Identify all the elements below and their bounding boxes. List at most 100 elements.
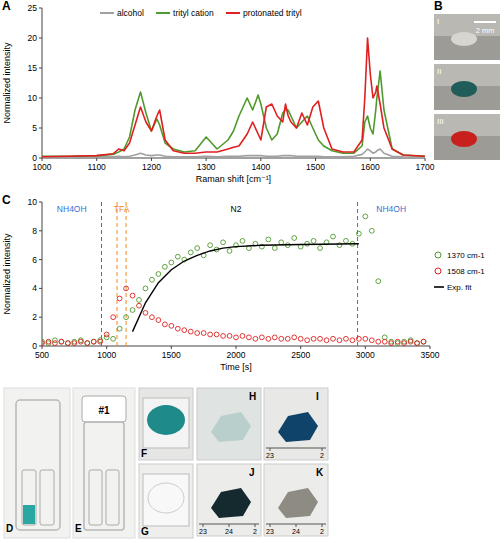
- crystal: [451, 32, 477, 46]
- y-tick-label: 15: [28, 63, 38, 73]
- data-point: [91, 339, 96, 344]
- data-point: [65, 341, 70, 346]
- data-point: [363, 214, 368, 219]
- y-tick-label: 25: [28, 3, 38, 13]
- ruler-label: 24: [292, 528, 300, 535]
- data-point: [363, 336, 368, 341]
- ruler-tick: [270, 524, 271, 527]
- x-tick: [425, 158, 426, 161]
- data-point: [85, 341, 90, 346]
- data-point: [117, 296, 122, 301]
- data-point: [292, 236, 297, 241]
- panel-label: H: [249, 391, 256, 402]
- fit-line: [133, 244, 359, 332]
- ruler-label: 2: [253, 528, 257, 535]
- data-point: [311, 238, 316, 243]
- x-tick: [370, 158, 371, 161]
- data-point: [59, 339, 64, 344]
- ruler-label: 2: [320, 528, 324, 535]
- data-point: [227, 334, 232, 339]
- data-point: [382, 339, 387, 344]
- data-point: [150, 315, 155, 320]
- data-point: [272, 335, 277, 340]
- blue-solution: [23, 505, 35, 524]
- x-tick: [365, 346, 366, 349]
- y-tick-label: 10: [28, 197, 38, 207]
- data-point: [395, 339, 400, 344]
- annotation: N2: [231, 204, 242, 214]
- y-tick: [39, 68, 42, 69]
- data-point: [376, 279, 381, 284]
- x-tick: [300, 346, 301, 349]
- vial: [84, 422, 124, 530]
- y-tick-label: 0: [32, 341, 37, 351]
- plot-area: [42, 38, 425, 157]
- data-point: [234, 335, 239, 340]
- legend-label: Exp. fit: [447, 283, 472, 292]
- data-point: [344, 336, 349, 341]
- data-point: [208, 332, 213, 337]
- data-point: [143, 310, 148, 315]
- small-vial: [40, 470, 54, 525]
- data-point: [331, 234, 336, 239]
- data-point: [331, 336, 336, 341]
- data-point: [208, 243, 213, 248]
- photo-frame: [197, 388, 261, 460]
- ruler-label: 23: [199, 528, 207, 535]
- data-point: [311, 336, 316, 341]
- data-point: [137, 303, 142, 308]
- annotation: NH4OH: [376, 204, 406, 214]
- x-tick-label: 1700: [416, 162, 435, 172]
- y-tick-label: 5: [32, 123, 37, 133]
- data-point: [344, 238, 349, 243]
- x-tick: [151, 158, 152, 161]
- legend-label: 1508 cm-1: [447, 267, 485, 276]
- panel-label: B: [434, 0, 443, 13]
- data-point: [402, 341, 407, 346]
- data-point: [78, 339, 83, 344]
- y-tick: [39, 158, 42, 159]
- data-point: [42, 341, 44, 346]
- spectrum-line: [42, 71, 425, 156]
- data-point: [421, 339, 426, 344]
- scale-bar: [474, 21, 496, 23]
- data-point: [201, 331, 206, 336]
- x-tick-label: 500: [35, 350, 49, 360]
- data-point: [318, 246, 323, 251]
- crystal: [451, 131, 477, 147]
- blue-film: [147, 405, 185, 435]
- y-axis: [42, 202, 43, 346]
- ruler-tick: [322, 524, 323, 527]
- y-axis-title: Normalized intensity: [2, 233, 12, 315]
- legend-swatch: [100, 12, 114, 14]
- ruler-label: 2: [320, 452, 324, 459]
- legend: alcoholtrityl cationprotonated trityl: [100, 8, 302, 18]
- ruler-tick: [322, 448, 323, 451]
- y-tick-label: 4: [32, 283, 37, 293]
- data-point: [150, 277, 155, 282]
- legend-swatch: [226, 12, 240, 14]
- data-point: [143, 286, 148, 291]
- data-point: [162, 264, 167, 269]
- data-point: [350, 338, 355, 343]
- data-point: [111, 315, 116, 320]
- vial-label: #1: [98, 405, 110, 416]
- sample: [278, 488, 318, 518]
- panel-label: K: [316, 467, 324, 478]
- data-point: [337, 338, 342, 343]
- clear-film: [148, 483, 184, 513]
- small-vial: [89, 470, 102, 525]
- sample: [278, 412, 318, 442]
- data-point: [182, 328, 187, 333]
- frame-label: I: [437, 17, 439, 26]
- data-point: [376, 339, 381, 344]
- event-line: [126, 202, 127, 346]
- legend-swatch: [434, 286, 444, 288]
- ruler-tick: [270, 448, 271, 451]
- data-point: [98, 339, 103, 344]
- x-tick: [206, 158, 207, 161]
- legend-label: protonated trityl: [243, 8, 302, 18]
- data-point: [285, 336, 290, 341]
- data-point: [227, 249, 232, 254]
- y-tick-label: 10: [28, 93, 38, 103]
